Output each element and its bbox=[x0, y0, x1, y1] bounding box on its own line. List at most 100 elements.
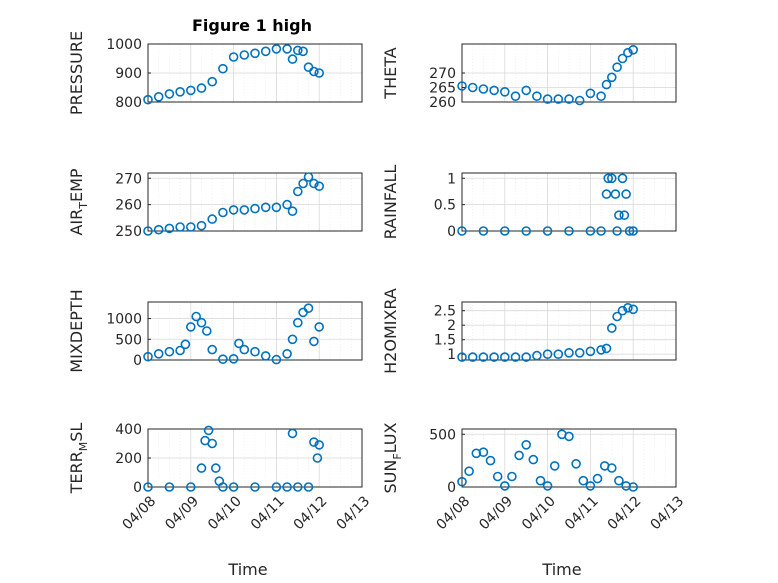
data-point bbox=[239, 205, 250, 215]
data-point bbox=[271, 44, 282, 54]
y-axis-label-main: MIXDEPTH bbox=[67, 289, 86, 372]
data-point bbox=[499, 226, 510, 236]
data-point bbox=[309, 66, 319, 77]
data-point bbox=[271, 482, 282, 492]
data-point bbox=[585, 88, 596, 99]
data-point bbox=[467, 352, 478, 362]
data-point bbox=[196, 83, 207, 93]
data-point bbox=[298, 46, 308, 57]
data-point bbox=[623, 47, 633, 58]
axes-border bbox=[147, 43, 363, 103]
data-point bbox=[535, 475, 546, 486]
data-point bbox=[542, 349, 553, 360]
data-point bbox=[507, 471, 517, 482]
data-point bbox=[218, 482, 228, 492]
data-point bbox=[250, 482, 260, 492]
x-tick-label: 04/11 bbox=[248, 493, 288, 533]
data-point bbox=[532, 350, 542, 361]
x-tick-label: 04/13 bbox=[647, 493, 687, 533]
data-point bbox=[186, 322, 196, 332]
data-point bbox=[542, 481, 553, 491]
data-point bbox=[571, 458, 581, 469]
y-tick-label: 1 bbox=[447, 347, 456, 363]
data-point bbox=[143, 482, 153, 492]
data-point bbox=[292, 317, 303, 328]
data-point bbox=[282, 482, 292, 492]
data-point bbox=[207, 76, 217, 87]
x-tick-label: 04/13 bbox=[333, 493, 373, 533]
y-tick-label: 200 bbox=[115, 451, 142, 467]
data-point bbox=[153, 224, 164, 235]
data-point bbox=[628, 44, 639, 55]
data-point bbox=[153, 92, 164, 102]
data-point bbox=[464, 466, 474, 477]
data-point bbox=[624, 226, 635, 236]
data-point bbox=[510, 91, 521, 101]
y-tick-label: 0.5 bbox=[434, 198, 456, 214]
axes-border bbox=[461, 172, 677, 232]
data-point bbox=[282, 199, 292, 210]
data-point bbox=[478, 84, 489, 94]
y-axis-label: THETA bbox=[381, 47, 400, 99]
data-point bbox=[574, 347, 585, 358]
data-point bbox=[292, 45, 303, 56]
data-point bbox=[521, 85, 532, 96]
data-point bbox=[309, 336, 319, 347]
data-point bbox=[207, 438, 217, 449]
data-point bbox=[510, 352, 521, 362]
panel-terr: 0 200 400 TERRMSL 04/08 04/09 04/10 04/11 04/12 0… bbox=[67, 422, 373, 579]
x-tick-label: 04/12 bbox=[605, 493, 645, 533]
data-point bbox=[186, 482, 196, 492]
data-point bbox=[260, 202, 271, 213]
axes-border bbox=[147, 301, 363, 361]
y-tick-label: 0 bbox=[133, 480, 142, 496]
data-point bbox=[143, 226, 153, 236]
y-tick-label: 0 bbox=[133, 353, 142, 369]
y-tick-label: 260 bbox=[115, 198, 142, 214]
data-point bbox=[596, 91, 606, 101]
data-point bbox=[164, 89, 175, 99]
data-point bbox=[606, 72, 617, 83]
data-point bbox=[612, 226, 622, 236]
x-axis-label: Time bbox=[227, 560, 267, 579]
data-point bbox=[606, 323, 617, 333]
data-point bbox=[585, 346, 596, 357]
data-point bbox=[601, 79, 612, 90]
axes-border bbox=[461, 43, 677, 103]
data-point bbox=[309, 178, 319, 189]
data-point bbox=[303, 172, 314, 182]
data-point bbox=[250, 346, 260, 357]
data-point bbox=[207, 344, 217, 355]
data-point bbox=[250, 203, 260, 214]
data-point bbox=[585, 481, 596, 491]
data-point bbox=[211, 463, 221, 473]
y-axis-label-rest: LUX bbox=[381, 422, 400, 453]
data-point bbox=[287, 54, 298, 64]
data-point bbox=[250, 48, 260, 59]
y-tick-label: 500 bbox=[115, 332, 142, 348]
panel-pressure: 800 900 1000 PRESSURE bbox=[67, 31, 363, 115]
data-point bbox=[164, 346, 175, 357]
data-point bbox=[478, 226, 489, 236]
x-axis-label: Time bbox=[541, 560, 581, 579]
y-axis-label-main: H2OMIXRA bbox=[381, 288, 400, 374]
y-axis-label: PRESSURE bbox=[67, 31, 86, 115]
data-point bbox=[614, 475, 624, 486]
data-point bbox=[564, 94, 574, 104]
data-point bbox=[228, 353, 239, 364]
data-point bbox=[606, 463, 617, 473]
data-point bbox=[180, 339, 191, 350]
data-point bbox=[457, 352, 467, 362]
y-tick-label: 500 bbox=[429, 427, 456, 443]
data-point bbox=[585, 226, 596, 236]
panel-h2omixra: 11.522.5 H2OMIXRA bbox=[381, 288, 677, 374]
data-point bbox=[574, 95, 585, 106]
y-axis-label-main: SUN bbox=[381, 460, 400, 494]
y-tick-label: 900 bbox=[115, 66, 142, 82]
data-point bbox=[287, 428, 298, 439]
data-point bbox=[606, 173, 617, 184]
y-tick-label: 2.5 bbox=[434, 304, 456, 320]
data-point bbox=[596, 345, 606, 355]
data-point bbox=[612, 311, 622, 322]
